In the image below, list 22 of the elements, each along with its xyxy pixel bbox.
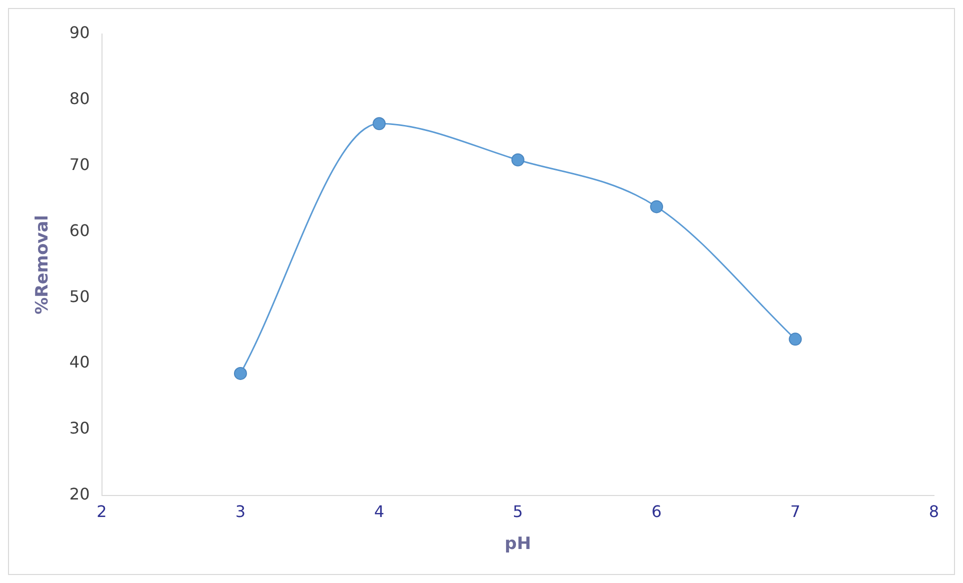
y-tick-label: 40 bbox=[69, 352, 90, 372]
y-tick-label: 50 bbox=[69, 286, 90, 306]
point bbox=[372, 117, 386, 130]
point bbox=[234, 366, 247, 380]
y-tick-label: 20 bbox=[69, 484, 90, 504]
x-tick-label: 7 bbox=[790, 502, 800, 522]
point bbox=[788, 332, 802, 346]
x-tick-label: 3 bbox=[235, 502, 246, 522]
x-tick-label: 5 bbox=[512, 502, 523, 522]
point bbox=[511, 153, 524, 166]
x-tick-label: 6 bbox=[651, 502, 662, 522]
x-tick-label: 8 bbox=[928, 502, 940, 522]
y-tick-label: 30 bbox=[69, 418, 90, 438]
y-tick-label: 80 bbox=[69, 89, 90, 108]
y-axis-title: %Removal bbox=[32, 214, 53, 314]
x-tick-label: 2 bbox=[96, 502, 107, 522]
point bbox=[650, 200, 664, 214]
y-tick-label: 90 bbox=[69, 23, 90, 42]
x-axis-title: pH bbox=[504, 534, 532, 554]
y-tick-label: 60 bbox=[69, 220, 90, 240]
x-tick-label: 4 bbox=[374, 502, 384, 522]
y-tick-label: 70 bbox=[69, 154, 90, 174]
